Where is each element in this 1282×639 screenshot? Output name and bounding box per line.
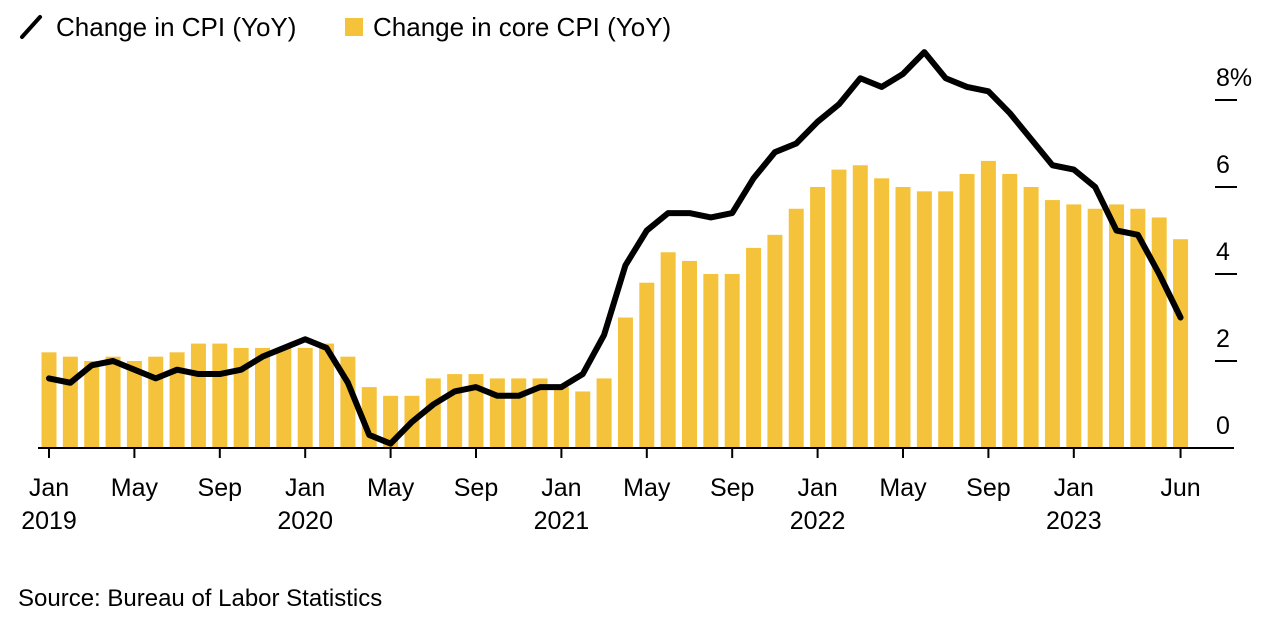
x-tick-label: Sep: [710, 474, 754, 502]
y-tick-label: 4: [1216, 238, 1230, 266]
core-cpi-bar: [169, 352, 185, 448]
x-tick-year-label: 2022: [790, 507, 846, 535]
core-cpi-bar: [1151, 217, 1167, 448]
x-tick-label: May: [111, 474, 159, 502]
legend-label-core: Change in core CPI (YoY): [373, 12, 671, 42]
core-cpi-bar: [489, 378, 505, 448]
x-tick-label: Sep: [966, 474, 1010, 502]
core-cpi-bar: [810, 187, 826, 448]
legend-label-cpi: Change in CPI (YoY): [56, 12, 296, 42]
core-cpi-bar: [575, 391, 591, 448]
core-cpi-bar: [767, 234, 783, 448]
y-tick-label: 8%: [1216, 64, 1252, 92]
x-tick-label: Jan: [285, 474, 325, 502]
core-cpi-bar: [84, 361, 100, 448]
x-tick-label: Sep: [198, 474, 242, 502]
core-cpi-bar: [959, 173, 975, 448]
core-cpi-bar: [319, 343, 335, 448]
y-tick-label: 2: [1216, 325, 1230, 353]
x-tick-label: Jan: [29, 474, 69, 502]
core-cpi-bar: [62, 356, 78, 448]
core-cpi-bar: [746, 247, 762, 448]
x-tick-label: May: [367, 474, 415, 502]
x-tick-label: Jun: [1160, 474, 1200, 502]
core-cpi-bar: [980, 160, 996, 448]
legend-bar-swatch: [345, 18, 363, 36]
core-cpi-bar: [596, 378, 612, 448]
core-cpi-bar: [1002, 173, 1018, 448]
core-cpi-bar: [383, 395, 399, 448]
x-tick-label: Jan: [1054, 474, 1094, 502]
core-cpi-bar: [297, 347, 313, 448]
core-cpi-bar: [916, 191, 932, 448]
y-tick-label: 0: [1216, 412, 1230, 440]
x-tick-year-label: 2020: [277, 507, 333, 535]
core-cpi-bars: [41, 160, 1189, 449]
core-cpi-bar: [617, 317, 633, 448]
core-cpi-bar: [831, 169, 847, 448]
core-cpi-bar: [1130, 208, 1146, 448]
core-cpi-bar: [532, 378, 548, 448]
core-cpi-bar: [639, 282, 655, 448]
x-tick-label: Sep: [454, 474, 498, 502]
core-cpi-bar: [1066, 204, 1082, 448]
cpi-line-layer: [46, 49, 1184, 447]
x-tick-label: Jan: [797, 474, 837, 502]
core-cpi-bar: [511, 378, 527, 448]
core-cpi-bar: [276, 347, 292, 448]
core-cpi-bar: [895, 187, 911, 448]
cpi-line: [46, 49, 1184, 447]
x-tick-label: May: [879, 474, 927, 502]
core-cpi-bar: [105, 356, 121, 448]
x-tick-year-label: 2021: [534, 507, 590, 535]
core-cpi-bar: [660, 252, 676, 448]
core-cpi-bar: [553, 387, 569, 448]
core-cpi-bar: [1023, 187, 1039, 448]
core-cpi-bar: [1087, 208, 1103, 448]
core-cpi-bar: [190, 343, 206, 448]
core-cpi-bar: [425, 378, 441, 448]
legend-line-swatch: [20, 15, 42, 39]
y-tick-label: 6: [1216, 151, 1230, 179]
x-tick-year-label: 2023: [1046, 507, 1102, 535]
core-cpi-bar: [255, 347, 270, 448]
core-cpi-bar: [852, 165, 868, 448]
core-cpi-bar: [126, 361, 142, 448]
core-cpi-bar: [41, 352, 57, 448]
core-cpi-bar: [447, 374, 463, 448]
legend: Change in CPI (YoY) Change in core CPI (…: [20, 12, 671, 42]
core-cpi-bar: [468, 374, 484, 448]
core-cpi-bar: [233, 347, 249, 448]
core-cpi-bar: [788, 208, 804, 448]
core-cpi-bar: [703, 274, 719, 448]
core-cpi-bar: [1173, 239, 1189, 448]
axes: Jan 2019 May Sep Jan 2020 May Sep Jan 2021 May Sep J…: [21, 64, 1252, 535]
core-cpi-bar: [1109, 204, 1124, 448]
source-note: Source: Bureau of Labor Statistics: [18, 585, 382, 612]
core-cpi-bar: [148, 356, 164, 448]
x-tick-label: May: [623, 474, 671, 502]
x-tick-label: Jan: [541, 474, 581, 502]
core-cpi-bar: [938, 191, 954, 448]
core-cpi-bar: [1044, 200, 1060, 448]
x-tick-year-label: 2019: [21, 507, 77, 535]
core-cpi-bar: [212, 343, 228, 448]
core-cpi-bar: [682, 260, 697, 448]
core-cpi-bar: [874, 178, 890, 449]
core-cpi-bar: [724, 274, 740, 448]
